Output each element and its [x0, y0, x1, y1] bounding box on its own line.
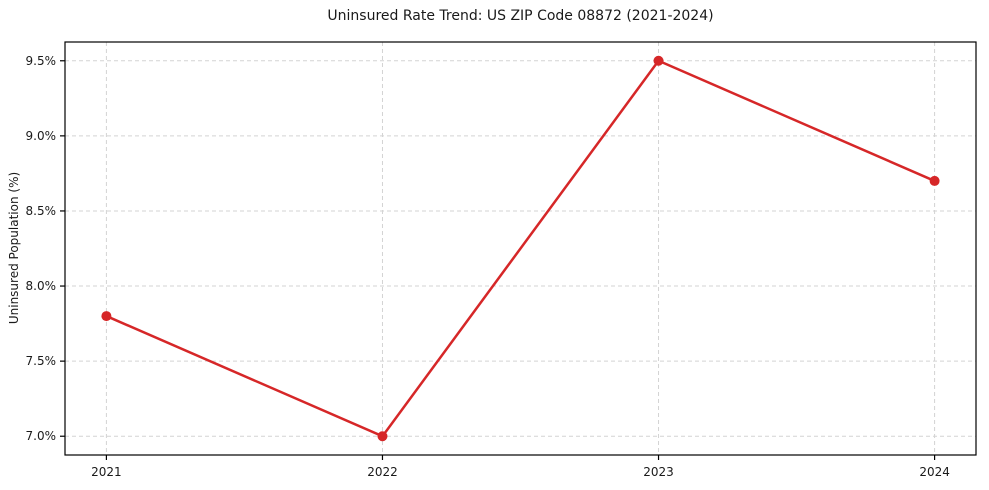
- data-point: [653, 55, 664, 66]
- y-tick-label: 7.0%: [26, 429, 57, 443]
- y-tick-label: 8.5%: [26, 204, 57, 218]
- x-tick-label: 2021: [91, 465, 122, 479]
- data-point: [377, 431, 388, 442]
- chart-title: Uninsured Rate Trend: US ZIP Code 08872 …: [327, 8, 714, 24]
- data-point: [101, 311, 112, 322]
- x-tick-label: 2022: [367, 465, 398, 479]
- data-point: [929, 175, 940, 186]
- y-tick-label: 9.0%: [26, 129, 57, 143]
- trend-line: [105, 59, 936, 438]
- plot-border: [64, 41, 977, 456]
- y-tick-label: 7.5%: [26, 354, 57, 368]
- y-tick-label: 9.5%: [26, 54, 57, 68]
- x-tick-label: 2024: [919, 465, 950, 479]
- y-tick-label: 8.0%: [26, 279, 57, 293]
- x-tick-label: 2023: [643, 465, 674, 479]
